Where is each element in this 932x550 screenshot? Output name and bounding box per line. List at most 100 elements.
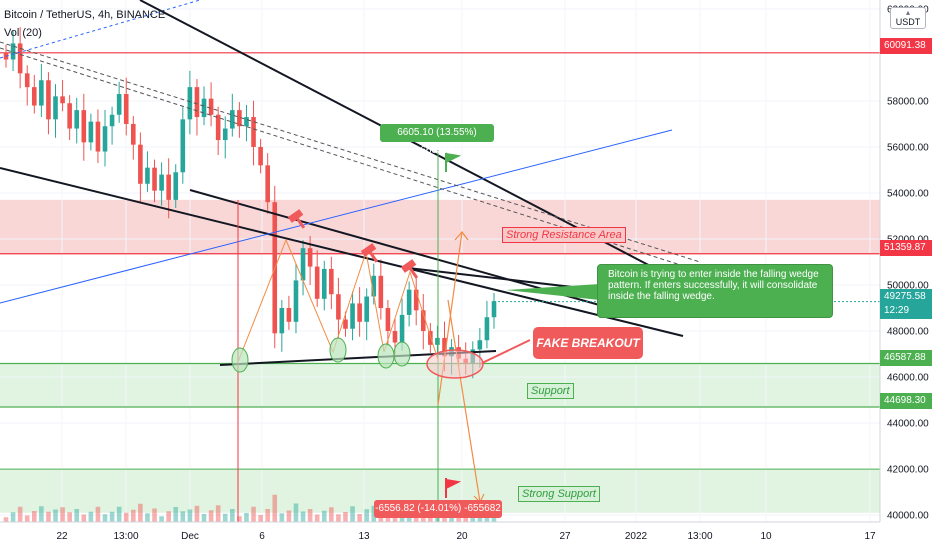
candle-body — [201, 98, 207, 118]
candle-body — [166, 174, 171, 200]
candle-body — [173, 172, 179, 200]
rejection-icon-head — [360, 243, 377, 257]
touch-ellipse — [393, 341, 411, 367]
trend-line-2 — [0, 167, 684, 337]
rejection-icon-head — [400, 259, 417, 273]
fake-breakout-label: FAKE BREAKOUT — [533, 327, 643, 359]
gain-measure-label: 6605.10 (13.55%) 660510 — [380, 124, 494, 156]
price-tag-44698: 44698.30 — [880, 393, 932, 409]
candle-body — [420, 310, 426, 332]
volume-bar — [279, 513, 285, 522]
candle-body — [371, 275, 377, 297]
time-tick-label: 2022 — [625, 531, 648, 542]
volume-bar — [350, 506, 355, 522]
rejection-icon — [287, 209, 306, 229]
candle-body — [329, 268, 334, 295]
time-tick-label: Dec — [181, 531, 199, 542]
price-tick-label: 46000.00 — [887, 373, 929, 384]
zone-1 — [0, 199, 880, 254]
volume-bar — [371, 505, 377, 522]
candle-body — [109, 114, 115, 127]
volume-bar — [307, 509, 313, 522]
time-tick-label: 10 — [760, 531, 772, 542]
current-price-tag: 49275.58 12:29 — [880, 289, 932, 319]
candle-body — [10, 43, 16, 60]
volume-bar — [17, 506, 23, 522]
candle-body — [307, 248, 313, 267]
drawings-layer — [0, 0, 880, 522]
price-tag-51359: 51359.87 — [880, 240, 932, 256]
candle-body — [123, 94, 129, 124]
candle-body — [378, 275, 384, 309]
currency-badge[interactable]: ▴ USDT — [890, 7, 926, 29]
candle-body — [222, 128, 228, 141]
price-axis[interactable]: 40000.00 42000.00 44000.00 46000.00 48000.00… — [879, 0, 932, 550]
candle-body — [159, 174, 164, 191]
volume-bar — [230, 509, 235, 522]
volume-bar — [336, 514, 341, 522]
loss-measure-label: -6556.82 (-14.01%) -655682 — [374, 500, 502, 518]
volume-bar — [180, 511, 186, 522]
volume-bar — [222, 513, 228, 522]
strong-resistance-label: Strong Resistance Area — [502, 227, 626, 243]
volume-bar — [258, 515, 263, 522]
time-axis[interactable]: 22 13:00 Dec 6 13 20 27 2022 13:00 10 17 — [0, 521, 880, 542]
time-tick-label: 13:00 — [113, 531, 138, 542]
volume-bar — [116, 506, 122, 522]
candle-body — [350, 303, 355, 329]
candle-body — [258, 146, 263, 166]
candle-body — [357, 303, 362, 322]
candle-body — [102, 126, 108, 152]
candle-body — [491, 301, 497, 318]
price-axis-bg — [880, 0, 932, 550]
candle-body — [251, 117, 256, 147]
volume-bar — [194, 505, 200, 522]
volume-bar — [88, 511, 94, 522]
volume-bar — [286, 510, 292, 522]
candle-body — [17, 43, 23, 74]
rejection-icon — [360, 243, 379, 263]
candle-body — [406, 289, 412, 315]
volume-bar — [215, 505, 221, 522]
time-tick-label: 20 — [456, 531, 468, 542]
volume-bar — [392, 516, 398, 522]
volume-bar — [491, 515, 497, 522]
candle-body — [314, 266, 320, 299]
candle-body — [194, 87, 200, 118]
time-tick-label: 22 — [56, 531, 68, 542]
candle-body — [385, 308, 391, 332]
volume-bar — [173, 507, 179, 522]
time-tick-label: 27 — [559, 531, 571, 542]
candle-body — [442, 337, 447, 357]
volume-bar — [237, 516, 242, 522]
volume-bar — [39, 506, 44, 522]
dashed-channel-1 — [0, 41, 701, 263]
dashed-blue-line — [0, 0, 201, 59]
volume-bar — [3, 517, 9, 522]
candle-body — [364, 296, 369, 322]
candle-body — [131, 123, 136, 145]
touch-ellipse — [377, 343, 395, 369]
candle-body — [138, 144, 143, 184]
volume-indicator-label[interactable]: Vol (20) — [4, 27, 42, 39]
note-pointer — [506, 284, 600, 300]
rejection-icon-head — [287, 209, 304, 223]
candle-body — [244, 117, 249, 127]
touch-ellipse — [231, 347, 249, 373]
volume-bar — [265, 509, 270, 522]
volume-bar — [300, 511, 306, 522]
fake-breakout-pointer — [479, 339, 531, 365]
candle-body — [321, 268, 327, 299]
price-tick-label: 54000.00 — [887, 188, 929, 199]
volume-bar — [413, 514, 419, 522]
price-tag-46587: 46587.88 — [880, 350, 932, 366]
volume-bar — [109, 511, 115, 522]
price-tick-label: 50000.00 — [887, 281, 929, 292]
price-tick-label: 52000.00 — [887, 234, 929, 245]
currency-label: USDT — [895, 17, 921, 27]
candle-body — [428, 331, 433, 345]
rejection-icon-handle — [408, 267, 419, 279]
volume-bar — [53, 509, 58, 522]
trend-line-6 — [0, 129, 673, 304]
